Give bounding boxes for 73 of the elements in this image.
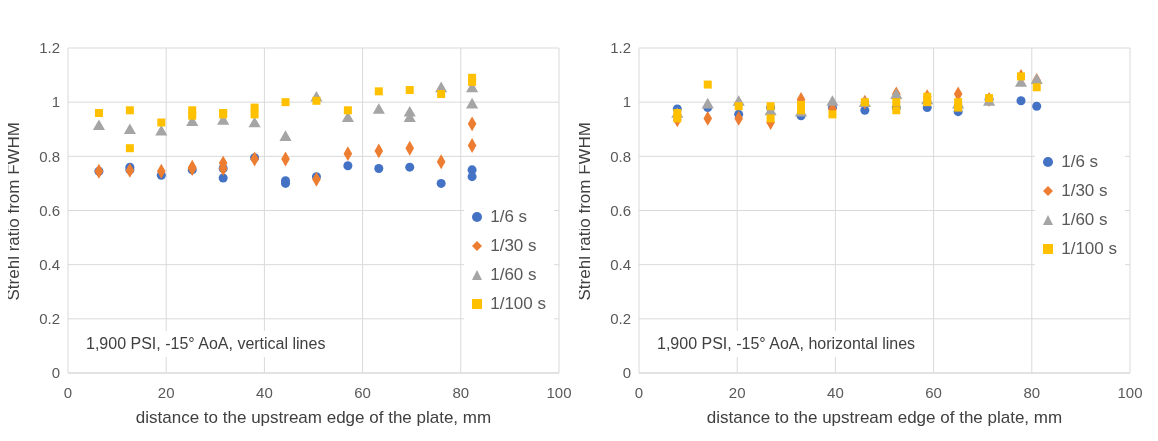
point bbox=[279, 130, 292, 141]
legend-label: 1/60 s bbox=[1061, 209, 1108, 230]
y-tick-label: 0.2 bbox=[610, 310, 631, 328]
point bbox=[281, 98, 290, 107]
x-axis-title: distance to the upstream edge of the plate, mm bbox=[135, 408, 492, 427]
x-tick-label: 0 bbox=[63, 383, 73, 401]
point bbox=[188, 111, 197, 120]
x-tick-label: 60 bbox=[354, 383, 371, 401]
y-tick-label: 0.8 bbox=[610, 147, 631, 165]
x-tick-label: 20 bbox=[157, 383, 175, 401]
legend-label: 1/6 s bbox=[1061, 151, 1099, 172]
x-tick-label: 40 bbox=[256, 383, 273, 401]
legend-label: 1/60 s bbox=[490, 264, 537, 285]
point bbox=[701, 97, 714, 109]
point bbox=[437, 90, 446, 99]
point bbox=[1016, 96, 1026, 106]
annotation: 1,900 PSI, -15° AoA, vertical lines bbox=[86, 335, 326, 352]
point bbox=[892, 98, 901, 107]
x-tick-label: 40 bbox=[827, 383, 844, 401]
point bbox=[923, 98, 932, 107]
point bbox=[826, 95, 839, 106]
point bbox=[250, 110, 259, 119]
x-tick-label: 0 bbox=[634, 383, 644, 401]
point bbox=[123, 123, 136, 135]
point bbox=[343, 161, 353, 171]
point bbox=[374, 87, 383, 96]
annotation: 1,900 PSI, -15° AoA, horizontal lines bbox=[657, 335, 916, 352]
y-tick-label: 0.6 bbox=[39, 201, 60, 219]
point bbox=[405, 162, 415, 172]
x-tick-label: 60 bbox=[925, 383, 942, 401]
point bbox=[1032, 101, 1042, 111]
point bbox=[312, 96, 321, 105]
point bbox=[343, 106, 352, 115]
point bbox=[372, 103, 385, 114]
point bbox=[766, 114, 775, 123]
point bbox=[436, 178, 446, 188]
y-tick-label: 1.2 bbox=[39, 39, 60, 57]
point bbox=[125, 144, 134, 153]
x-tick-label: 80 bbox=[1023, 383, 1041, 401]
point bbox=[405, 85, 414, 94]
y-tick-label: 1.2 bbox=[610, 39, 631, 57]
legend-label: 1/6 s bbox=[490, 206, 528, 227]
x-tick-label: 100 bbox=[1117, 383, 1143, 401]
point bbox=[157, 118, 166, 127]
x-tick-label: 20 bbox=[728, 383, 746, 401]
legend-label: 1/30 s bbox=[490, 235, 537, 256]
point bbox=[828, 110, 837, 119]
legend-label: 1/100 s bbox=[1061, 238, 1117, 259]
y-tick-label: 0.8 bbox=[39, 147, 60, 165]
point bbox=[125, 106, 134, 115]
point bbox=[218, 173, 228, 183]
y-tick-label: 1 bbox=[622, 93, 631, 111]
point bbox=[468, 77, 477, 86]
y-tick-label: 0.4 bbox=[39, 255, 60, 273]
x-tick-label: 80 bbox=[452, 383, 470, 401]
legend-label: 1/100 s bbox=[490, 293, 546, 314]
y-tick-label: 0.2 bbox=[39, 310, 60, 328]
point bbox=[92, 119, 106, 131]
y-tick-label: 0.6 bbox=[610, 201, 631, 219]
point bbox=[703, 80, 712, 89]
y-tick-label: 1 bbox=[51, 93, 60, 111]
y-tick-label: 0 bbox=[622, 364, 631, 382]
point bbox=[374, 164, 384, 174]
point bbox=[734, 102, 743, 111]
y-tick-label: 0.4 bbox=[610, 255, 631, 273]
point bbox=[467, 172, 477, 182]
y-tick-label: 0 bbox=[51, 364, 60, 382]
point bbox=[94, 109, 103, 117]
legend-label: 1/30 s bbox=[1061, 180, 1108, 201]
x-tick-label: 100 bbox=[546, 383, 572, 401]
point bbox=[466, 97, 479, 109]
x-axis-title: distance to the upstream edge of the plate, mm bbox=[706, 408, 1063, 427]
point bbox=[1032, 83, 1041, 92]
